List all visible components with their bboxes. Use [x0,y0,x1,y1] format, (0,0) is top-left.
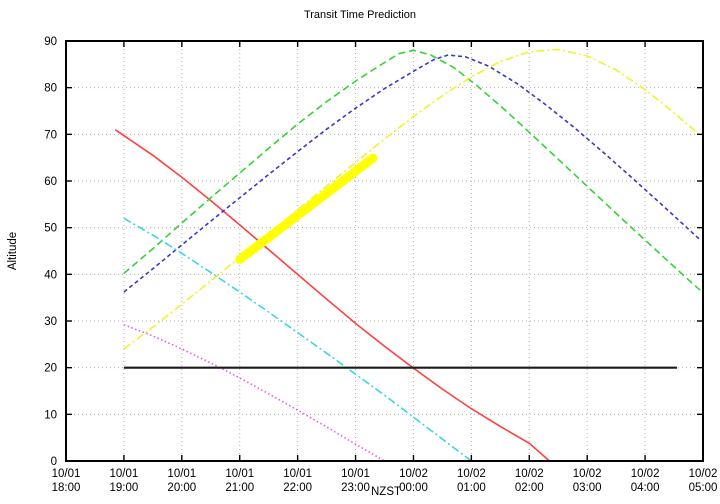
series-line-wasp-16b [123,323,385,462]
x-tick-label-date: 10/02 [399,468,428,480]
x-tick-label-date: 10/02 [457,468,486,480]
transit-time-band [235,153,378,264]
x-tick-label-time: 00:00 [399,482,428,494]
y-tick-label: 30 [44,316,57,328]
x-tick-label-time: 18:00 [52,482,81,494]
x-tick-label-date: 10/02 [573,468,602,480]
series-line-wasp-4b [123,49,701,291]
x-tick-label-date: 10/02 [689,468,718,480]
y-axis-title: Altitude [7,232,19,270]
y-tick-label: 40 [44,269,57,281]
plot-frame [65,40,704,462]
y-tick-label: 0 [51,456,57,468]
y-tick-label: 60 [44,176,57,188]
series-line-wasp-17b [123,217,472,462]
y-tick-label: 70 [44,129,57,141]
x-tick-label-time: 01:00 [457,482,486,494]
x-tick-label-date: 10/01 [110,468,139,480]
x-tick-label-date: 10/01 [225,468,254,480]
x-tick-label-date: 10/01 [283,468,312,480]
y-tick-label: 50 [44,223,57,235]
x-tick-label-date: 10/02 [631,468,660,480]
x-tick-label-time: 04:00 [631,482,660,494]
x-tick-label-date: 10/01 [167,468,196,480]
y-tick-label: 10 [44,409,57,421]
series-group [114,48,701,462]
x-tick-label-time: 02:00 [515,482,544,494]
y-tick-label: 20 [44,363,57,375]
x-tick-label-time: 23:00 [341,482,370,494]
y-tick-label: 80 [44,83,57,95]
x-tick-label-date: 10/01 [52,468,81,480]
x-tick-label-time: 22:00 [283,482,312,494]
y-tick-label: 90 [44,36,57,48]
x-axis-title: NZST [371,486,401,498]
x-tick-label-time: 03:00 [573,482,602,494]
x-tick-label-date: 10/02 [515,468,544,480]
x-tick-label-time: 21:00 [225,482,254,494]
chart-title: Transit Time Prediction [304,9,416,21]
grid-lines [66,41,703,461]
x-tick-label-time: 19:00 [110,482,139,494]
x-tick-label-time: 20:00 [167,482,196,494]
x-tick-label-time: 05:00 [689,482,718,494]
series-line-wasp-5b [123,54,701,293]
x-tick-label-date: 10/01 [341,468,370,480]
series-line-ogle-tr-10b [114,129,551,462]
series-line-wasp-18b [123,48,701,350]
